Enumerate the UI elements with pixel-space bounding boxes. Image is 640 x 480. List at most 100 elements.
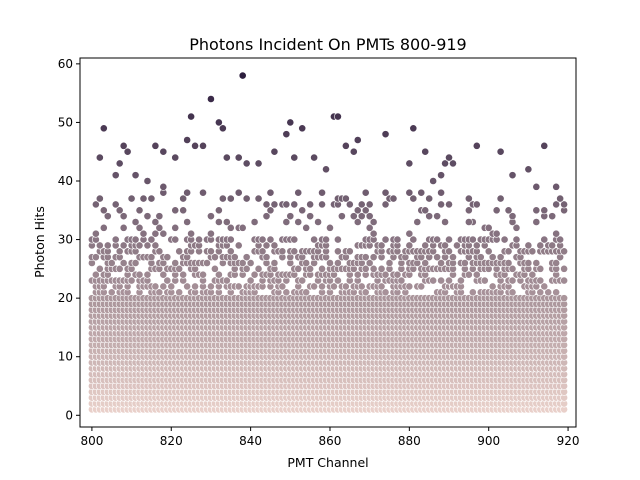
- data-point: [254, 194, 263, 203]
- data-point: [254, 264, 263, 273]
- data-point: [524, 241, 533, 250]
- data-point: [433, 212, 442, 221]
- y-tick-label: 50: [58, 115, 73, 129]
- data-point: [437, 276, 445, 285]
- data-point: [214, 218, 223, 226]
- data-point: [242, 194, 251, 203]
- data-point: [290, 235, 299, 244]
- data-point: [334, 112, 342, 121]
- data-point: [143, 212, 152, 221]
- y-tick-label: 0: [65, 408, 73, 422]
- data-point: [540, 141, 549, 150]
- data-point: [421, 147, 430, 156]
- data-point: [103, 241, 112, 250]
- data-point: [135, 206, 144, 215]
- data-point: [560, 276, 568, 285]
- data-point: [437, 171, 445, 180]
- x-tick-label: 860: [319, 434, 342, 448]
- data-point: [199, 270, 207, 279]
- data-point: [334, 247, 342, 256]
- data-point: [417, 188, 426, 197]
- data-point: [405, 282, 414, 291]
- data-point: [131, 218, 140, 226]
- data-point: [159, 182, 168, 191]
- data-point: [290, 153, 299, 162]
- data-point: [214, 206, 223, 215]
- y-tick-label: 10: [58, 350, 73, 364]
- data-point: [183, 188, 192, 197]
- x-axis-label: PMT Channel: [287, 455, 368, 470]
- data-point: [488, 282, 497, 291]
- data-point: [357, 200, 366, 209]
- data-point: [139, 194, 148, 203]
- data-point: [532, 259, 541, 267]
- data-point: [151, 282, 160, 291]
- data-point: [135, 270, 144, 279]
- data-point: [310, 235, 319, 244]
- data-point: [171, 235, 180, 244]
- data-point: [492, 206, 501, 215]
- data-point: [540, 206, 549, 215]
- y-tick-label: 30: [58, 233, 73, 247]
- data-point: [226, 194, 235, 203]
- data-point: [179, 206, 188, 215]
- data-point: [147, 194, 156, 203]
- data-point: [468, 235, 477, 244]
- data-point: [560, 264, 568, 273]
- data-point: [131, 235, 140, 244]
- y-axis-label: Photon Hits: [32, 206, 47, 278]
- data-point: [365, 200, 374, 209]
- data-point: [504, 206, 513, 215]
- data-point: [187, 229, 195, 238]
- data-point: [175, 288, 184, 297]
- data-point: [437, 200, 445, 209]
- data-point: [437, 188, 445, 197]
- data-point: [540, 235, 549, 244]
- data-point: [318, 264, 326, 273]
- data-point: [258, 235, 267, 244]
- data-point: [433, 235, 442, 244]
- data-point: [405, 159, 414, 168]
- data-point: [500, 235, 509, 244]
- y-tick-label: 40: [58, 174, 73, 188]
- data-point: [214, 118, 223, 127]
- data-point: [159, 147, 168, 156]
- data-point: [548, 212, 557, 221]
- data-point: [99, 223, 108, 232]
- data-point: [294, 218, 303, 226]
- data-point: [445, 235, 453, 244]
- data-point: [504, 259, 513, 267]
- data-point: [183, 136, 192, 144]
- data-point: [171, 259, 180, 267]
- data-point: [211, 264, 219, 273]
- data-point: [552, 182, 561, 191]
- data-point: [111, 171, 120, 180]
- x-axis-ticks: 800 820 840 860 880 900 920: [80, 427, 580, 448]
- data-point: [111, 235, 120, 244]
- data-point: [524, 259, 533, 267]
- data-point: [111, 200, 120, 209]
- data-point: [270, 200, 279, 209]
- data-point: [536, 276, 545, 285]
- data-point: [218, 194, 227, 203]
- data-point: [91, 229, 100, 238]
- data-point: [282, 200, 291, 209]
- data-point: [207, 212, 215, 221]
- data-point: [286, 118, 295, 127]
- data-point: [282, 130, 291, 139]
- data-point: [349, 147, 358, 156]
- chart-title: Photons Incident On PMTs 800-919: [189, 35, 466, 54]
- data-point: [127, 194, 136, 203]
- data-point: [234, 282, 243, 291]
- data-point: [266, 235, 275, 244]
- data-point: [99, 206, 108, 215]
- data-point: [377, 264, 386, 273]
- y-tick-label: 60: [58, 57, 73, 71]
- data-point: [429, 276, 438, 285]
- x-tick-label: 800: [80, 434, 103, 448]
- data-point: [290, 247, 299, 256]
- data-point: [183, 218, 192, 226]
- data-point: [131, 171, 140, 180]
- data-point: [441, 218, 449, 226]
